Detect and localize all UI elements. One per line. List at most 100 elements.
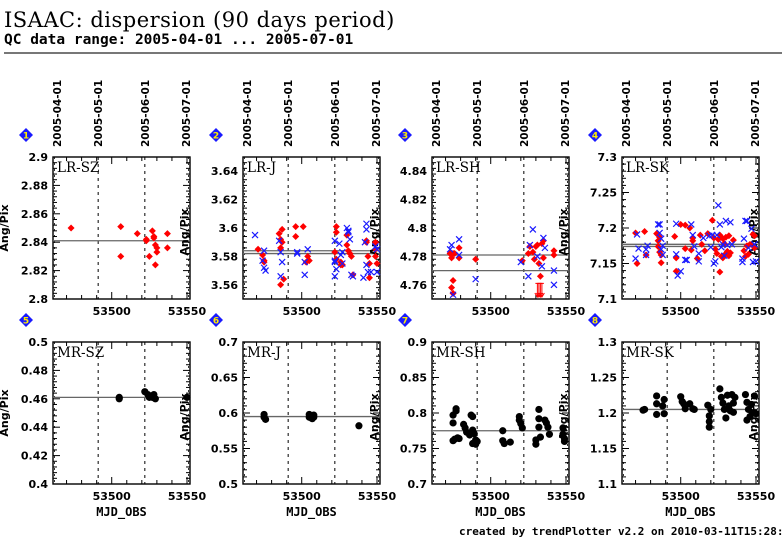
data-point-blue (716, 221, 724, 228)
data-point-blue (659, 242, 667, 250)
panel-lr-sz: 53500 53550 2.8 2.82 2.84 2.86 2.88 2.9 LR-SZ Ang… (0, 80, 206, 318)
data-point-black (535, 415, 543, 423)
data-point-blue (338, 248, 346, 256)
data-point-black (659, 402, 667, 410)
plot-frame (431, 156, 570, 300)
data-point-blue (739, 258, 746, 266)
data-point-black (681, 405, 689, 413)
data-point-blue (338, 260, 346, 267)
data-point-blue (677, 267, 685, 275)
x-tick-label: 53550 (737, 305, 776, 318)
data-point-red (362, 238, 370, 246)
data-point-blue (657, 245, 665, 253)
data-point-red (278, 225, 286, 233)
y-tick-label: 0.42 (21, 450, 48, 463)
data-point-black (355, 422, 363, 430)
data-point-black (469, 412, 477, 421)
panel-title: MR-J (247, 345, 281, 361)
data-point-red (726, 249, 734, 257)
data-point-black (535, 423, 543, 431)
data-point-red (713, 250, 721, 258)
data-point-red (153, 248, 161, 256)
data-point-blue (455, 251, 463, 259)
x-tick-label: 53500 (283, 305, 322, 318)
panel-title: LR-SZ (57, 160, 99, 176)
data-point-black (535, 405, 543, 414)
data-point-blue (656, 221, 664, 228)
data-point-red (349, 271, 357, 279)
data-point-red (150, 233, 158, 241)
data-range-subtitle: QC data range: 2005-04-01 ... 2005-07-01 (4, 32, 354, 48)
date-marker-label: 2005-04-01 (52, 80, 64, 147)
data-point-blue (740, 235, 748, 243)
data-point-blue (363, 261, 370, 269)
data-point-black (470, 429, 478, 438)
date-marker-label: 2005-05-01 (283, 80, 295, 147)
y-tick-label: 2.88 (21, 179, 48, 192)
y-tick-label: 0.8 (408, 407, 428, 420)
y-tick-label: 7.2 (598, 222, 618, 235)
data-point-black (741, 390, 750, 399)
x-axis-label: MJD_OBS (665, 505, 716, 520)
data-point-blue (260, 247, 268, 255)
data-point-blue (743, 217, 751, 225)
panel-number: 6 (213, 317, 219, 327)
header-divider (4, 52, 782, 54)
data-point-blue (538, 262, 546, 270)
data-point-red (338, 261, 346, 269)
panel-mr-sz: 53500 53550 0.4 0.42 0.44 0.46 0.48 0.5 MR-SZ Ang… (0, 313, 206, 520)
data-point-black (310, 413, 318, 421)
data-point-black (729, 399, 738, 407)
data-point-black (544, 423, 552, 431)
panel-title: MR-SZ (57, 345, 104, 361)
data-point-blue (344, 227, 352, 235)
data-point-red (681, 221, 689, 229)
data-point-blue (742, 217, 749, 225)
y-axis-label: Ang/Pix (557, 208, 570, 255)
data-point-blue (674, 272, 682, 279)
date-marker-label: 2005-04-01 (242, 80, 254, 147)
data-point-red (347, 252, 355, 260)
data-point-black (545, 430, 554, 438)
data-point-blue (331, 237, 339, 245)
data-point-blue (707, 243, 715, 251)
data-point-black (752, 410, 760, 418)
data-point-blue (745, 244, 752, 252)
y-tick-label: 3.6 (219, 222, 239, 235)
data-point-blue (449, 291, 457, 299)
data-point-blue (711, 257, 719, 265)
panel-lr-sk: 53500535507.17.157.27.257.3LR-SKAng/Pix4… (588, 80, 775, 318)
panel-number-badge (209, 313, 223, 327)
data-point-blue (373, 245, 381, 253)
y-tick-label: 0.75 (400, 443, 427, 456)
y-tick-label: 2.86 (21, 208, 48, 221)
y-tick-label: 7.25 (590, 187, 617, 200)
x-tick-label: 53550 (737, 490, 776, 503)
data-point-black (660, 410, 668, 418)
data-point-blue (373, 268, 381, 276)
x-tick-label: 53500 (93, 305, 132, 318)
date-marker-label: 2005-07-01 (181, 80, 193, 147)
data-point-red (278, 238, 286, 246)
data-point-red (133, 230, 141, 238)
data-point-blue (550, 267, 558, 275)
y-tick-label: 0.55 (211, 443, 238, 456)
upper-limit-arrow (538, 282, 545, 298)
data-point-blue (699, 234, 707, 242)
data-point-blue (644, 242, 652, 250)
data-point-blue (363, 220, 370, 228)
data-point-blue (259, 257, 266, 265)
panel-number: 8 (592, 317, 598, 327)
data-point-red (701, 247, 709, 255)
data-point-blue (632, 255, 639, 262)
date-marker-label: 2005-06-01 (330, 80, 342, 147)
y-axis-label-left: Ang/Pix (0, 389, 11, 436)
data-point-blue (659, 251, 667, 259)
data-point-red (449, 277, 457, 285)
data-point-blue (728, 240, 736, 248)
y-tick-label: 0.6 (219, 407, 239, 420)
y-tick-label: 0.7 (219, 336, 239, 349)
y-tick-label: 1.25 (590, 372, 617, 385)
data-point-red (292, 223, 300, 231)
x-axis-label: MJD_OBS (96, 505, 147, 520)
